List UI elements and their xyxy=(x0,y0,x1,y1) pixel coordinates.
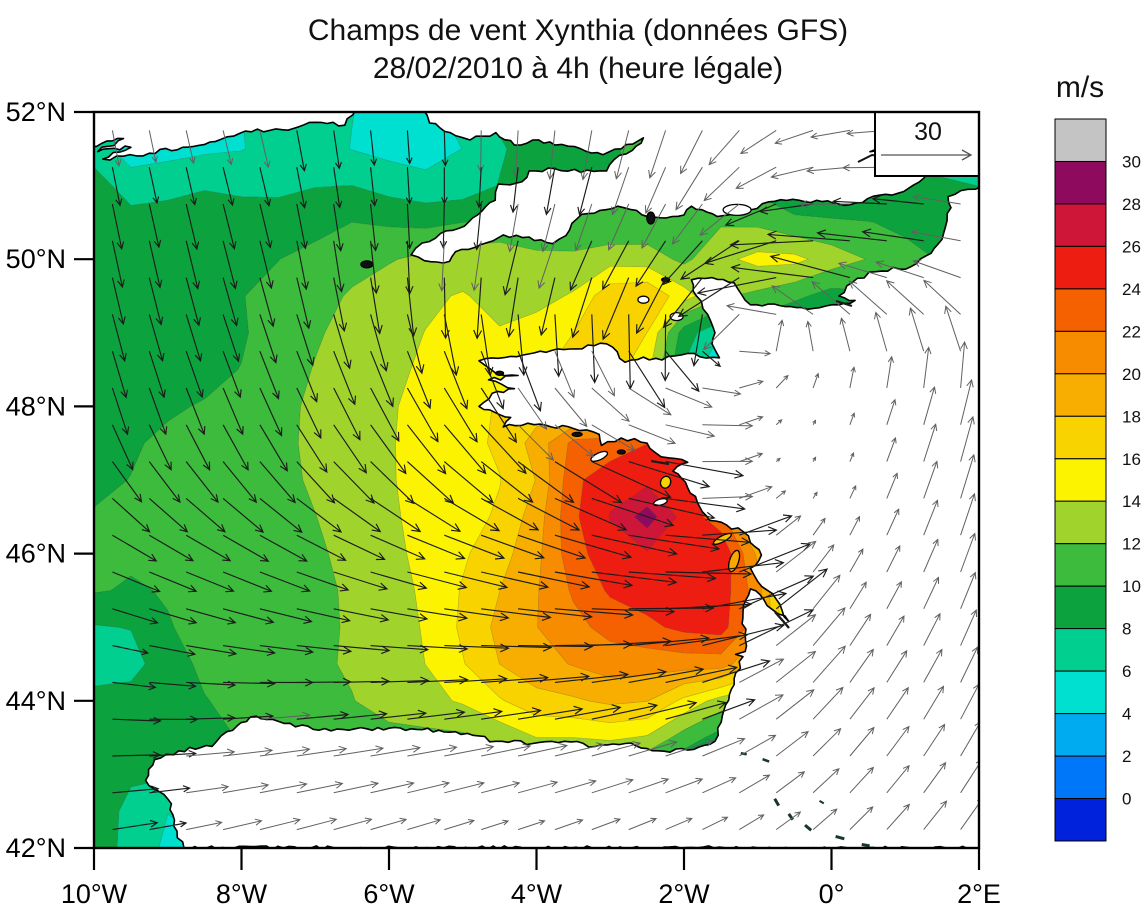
svg-text:28/02/2010 à 4h (heure légale): 28/02/2010 à 4h (heure légale) xyxy=(373,52,783,85)
svg-text:8: 8 xyxy=(1122,620,1131,639)
svg-text:6: 6 xyxy=(1122,662,1131,681)
svg-text:2: 2 xyxy=(1122,747,1131,766)
svg-text:2°W: 2°W xyxy=(658,879,710,909)
svg-text:12: 12 xyxy=(1122,535,1141,554)
svg-text:14: 14 xyxy=(1122,492,1141,511)
svg-text:44°N: 44°N xyxy=(6,686,66,716)
svg-text:30: 30 xyxy=(1122,153,1141,172)
svg-text:4°W: 4°W xyxy=(511,879,563,909)
svg-text:18: 18 xyxy=(1122,407,1141,426)
svg-text:52°N: 52°N xyxy=(6,97,66,127)
svg-text:48°N: 48°N xyxy=(6,391,66,421)
svg-text:0°: 0° xyxy=(819,879,845,909)
svg-text:26: 26 xyxy=(1122,237,1141,256)
svg-text:16: 16 xyxy=(1122,450,1141,469)
svg-text:m/s: m/s xyxy=(1056,71,1104,104)
svg-text:24: 24 xyxy=(1122,280,1141,299)
svg-text:2°E: 2°E xyxy=(957,879,1001,909)
svg-text:4: 4 xyxy=(1122,705,1131,724)
svg-text:0: 0 xyxy=(1122,790,1131,809)
svg-text:50°N: 50°N xyxy=(6,244,66,274)
svg-text:10: 10 xyxy=(1122,577,1141,596)
svg-text:46°N: 46°N xyxy=(6,539,66,569)
svg-text:30: 30 xyxy=(914,118,942,146)
svg-text:8°W: 8°W xyxy=(216,879,268,909)
svg-text:6°W: 6°W xyxy=(363,879,415,909)
svg-text:20: 20 xyxy=(1122,365,1141,384)
svg-text:10°W: 10°W xyxy=(61,879,128,909)
svg-text:42°N: 42°N xyxy=(6,833,66,863)
svg-text:28: 28 xyxy=(1122,195,1141,214)
svg-text:22: 22 xyxy=(1122,322,1141,341)
svg-text:Champs de vent Xynthia (donnée: Champs de vent Xynthia (données GFS) xyxy=(308,14,848,47)
